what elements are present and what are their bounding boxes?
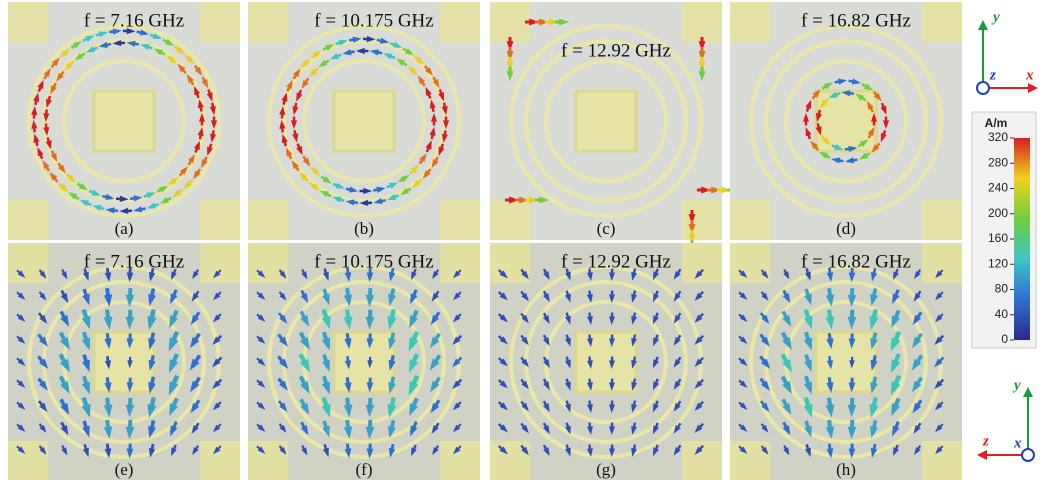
figure: f = 7.16 GHz (a) f = 10.175 GHz (b) f = 12.9… xyxy=(0,0,1041,480)
metal-patch xyxy=(248,441,288,480)
panel-label: (g) xyxy=(596,460,616,479)
center-square xyxy=(576,91,636,151)
metal-patch xyxy=(8,200,48,240)
metal-patch xyxy=(8,2,48,42)
panel: f = 7.16 GHz (a) xyxy=(8,2,240,240)
panel: f = 12.92 GHz (g) xyxy=(490,243,722,480)
colorbar-tick-label: 0 xyxy=(1001,332,1008,346)
frequency-label: f = 10.175 GHz xyxy=(314,251,433,272)
axis-label: x xyxy=(1013,435,1022,451)
frequency-label: f = 7.16 GHz xyxy=(84,251,184,272)
metal-patch xyxy=(682,2,722,42)
colorbar-tick-label: 200 xyxy=(988,206,1008,220)
metal-patch xyxy=(682,243,722,283)
arrowhead xyxy=(1023,387,1033,397)
colorbar-unit: A/m xyxy=(985,116,1008,130)
axis-circle xyxy=(977,82,989,94)
frequency-label: f = 12.92 GHz xyxy=(561,251,671,272)
metal-patch xyxy=(248,2,288,42)
metal-patch xyxy=(922,200,962,240)
colorbar-tick-label: 280 xyxy=(988,155,1008,169)
metal-patch xyxy=(490,441,530,480)
metal-patch xyxy=(730,441,770,480)
metal-patch xyxy=(730,2,770,42)
frequency-label: f = 16.82 GHz xyxy=(801,251,911,272)
panel: f = 12.92 GHz (c) xyxy=(490,2,741,254)
metal-patch xyxy=(490,243,530,283)
panel: f = 10.175 GHz (f) xyxy=(248,243,480,480)
panels: f = 7.16 GHz (a) f = 10.175 GHz (b) f = 12.9… xyxy=(8,2,962,480)
arrowhead xyxy=(978,20,988,30)
colorbar-gradient xyxy=(1014,138,1030,340)
arrowhead xyxy=(1028,83,1038,93)
axis-triad-top: y z x xyxy=(977,9,1038,94)
metal-patch xyxy=(490,200,530,240)
metal-patch xyxy=(200,2,240,42)
axis-label: z xyxy=(982,433,989,449)
metal-patch xyxy=(440,243,480,283)
panel-label: (e) xyxy=(115,460,134,479)
panel-label: (d) xyxy=(836,219,856,238)
metal-patch xyxy=(730,243,770,283)
colorbar-tick-label: 40 xyxy=(995,307,1009,321)
panel-label: (f) xyxy=(356,460,373,479)
panel: f = 7.16 GHz (e) xyxy=(8,243,240,480)
frequency-label: f = 12.92 GHz xyxy=(561,40,671,61)
colorbar-tick-label: 80 xyxy=(995,282,1009,296)
panel: f = 10.175 GHz (b) xyxy=(248,2,480,240)
center-square xyxy=(576,332,636,392)
axis-label: y xyxy=(1012,377,1021,393)
center-square xyxy=(94,91,154,151)
metal-patch xyxy=(922,2,962,42)
metal-patch xyxy=(730,200,770,240)
center-square xyxy=(94,332,154,392)
axis-label: x xyxy=(1025,67,1034,83)
axis-circle xyxy=(1022,449,1034,461)
colorbar-tick-label: 320 xyxy=(988,130,1008,144)
center-square xyxy=(334,332,394,392)
metal-patch xyxy=(440,200,480,240)
colorbar: A/m 0 40 80 120 160 200 240 280 320 xyxy=(972,112,1036,348)
metal-patch xyxy=(440,2,480,42)
panel-label: (h) xyxy=(836,460,856,479)
metal-patch xyxy=(490,2,530,42)
metal-patch xyxy=(200,243,240,283)
metal-patch xyxy=(248,243,288,283)
axis-label: y xyxy=(991,9,1000,25)
frequency-label: f = 7.16 GHz xyxy=(84,10,184,31)
colorbar-tick-label: 120 xyxy=(988,256,1008,270)
metal-patch xyxy=(8,243,48,283)
panel-label: (b) xyxy=(354,219,374,238)
frequency-label: f = 16.82 GHz xyxy=(801,10,911,31)
metal-patch xyxy=(682,200,722,240)
panel: f = 16.82 GHz (h) xyxy=(730,243,962,480)
axis-triad-bottom: y z x xyxy=(977,377,1034,461)
arrowhead xyxy=(977,450,987,460)
center-square xyxy=(816,332,876,392)
panel-label: (c) xyxy=(597,219,616,238)
metal-patch xyxy=(8,441,48,480)
panel-label: (a) xyxy=(115,219,134,238)
axis-label: z xyxy=(989,67,996,83)
panel: f = 16.82 GHz (d) xyxy=(730,2,962,240)
colorbar-tick-label: 240 xyxy=(988,181,1008,195)
frequency-label: f = 10.175 GHz xyxy=(314,10,433,31)
metal-patch xyxy=(248,200,288,240)
center-square xyxy=(334,91,394,151)
metal-patch xyxy=(200,200,240,240)
colorbar-tick-label: 160 xyxy=(988,231,1008,245)
metal-patch xyxy=(922,243,962,283)
